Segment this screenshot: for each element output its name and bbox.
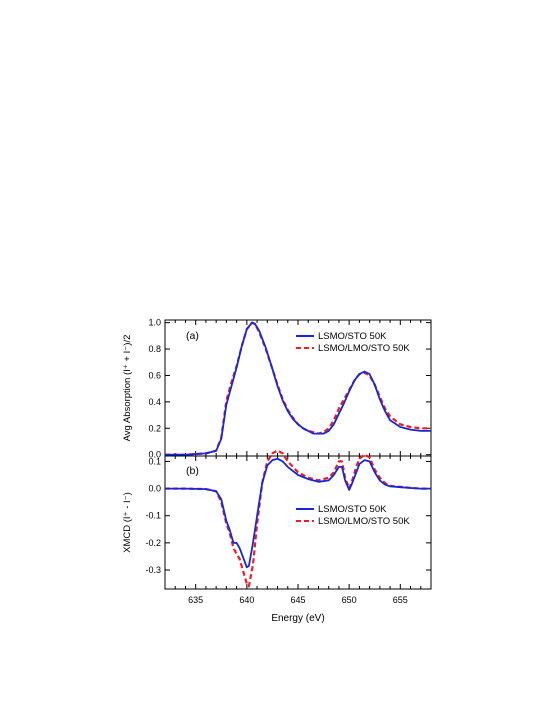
- y-tick-label: -0.2: [145, 538, 161, 548]
- legend-label: LSMO/STO 50K: [318, 331, 387, 342]
- panel-0: 0.0 0.2 0.4 0.6 0.8 1.0 Avg Absorption (I⁺ + I…: [122, 318, 432, 460]
- y-axis-label: Avg Absorption (I⁺ + I⁻)/2: [122, 335, 133, 442]
- series-line-0: [165, 457, 431, 569]
- y-tick-label: 0.1: [148, 456, 161, 466]
- x-tick-label: 645: [290, 595, 305, 605]
- y-tick-label: 0.8: [148, 344, 161, 354]
- series-line-1: [165, 449, 431, 588]
- y-tick-label: 0.0: [148, 450, 161, 460]
- y-tick-label: 1.0: [148, 318, 161, 328]
- x-tick-label: 655: [393, 595, 408, 605]
- x-tick-label: 650: [342, 595, 357, 605]
- x-axis-label: Energy (eV): [271, 613, 324, 624]
- x-tick-label: 635: [188, 595, 203, 605]
- series-line-0: [165, 321, 431, 456]
- y-axis-label: XMCD (I⁺ - I⁻): [122, 492, 133, 553]
- x-tick-label: 640: [239, 595, 254, 605]
- y-tick-label: 0.4: [148, 397, 161, 407]
- y-tick-label: -0.1: [145, 511, 161, 521]
- chart-panels: 0.0 0.2 0.4 0.6 0.8 1.0 Avg Absorption (I⁺ + I…: [122, 318, 432, 605]
- y-tick-label: -0.3: [145, 565, 161, 575]
- legend-label: LSMO/LMO/STO 50K: [318, 343, 410, 354]
- panel-label: (b): [186, 465, 199, 477]
- y-tick-label: 0.0: [148, 484, 161, 494]
- legend-label: LSMO/STO 50K: [318, 504, 387, 515]
- legend-label: LSMO/LMO/STO 50K: [318, 516, 410, 527]
- panel-label: (a): [186, 330, 199, 342]
- y-tick-label: 0.6: [148, 370, 161, 380]
- y-tick-label: 0.2: [148, 423, 161, 433]
